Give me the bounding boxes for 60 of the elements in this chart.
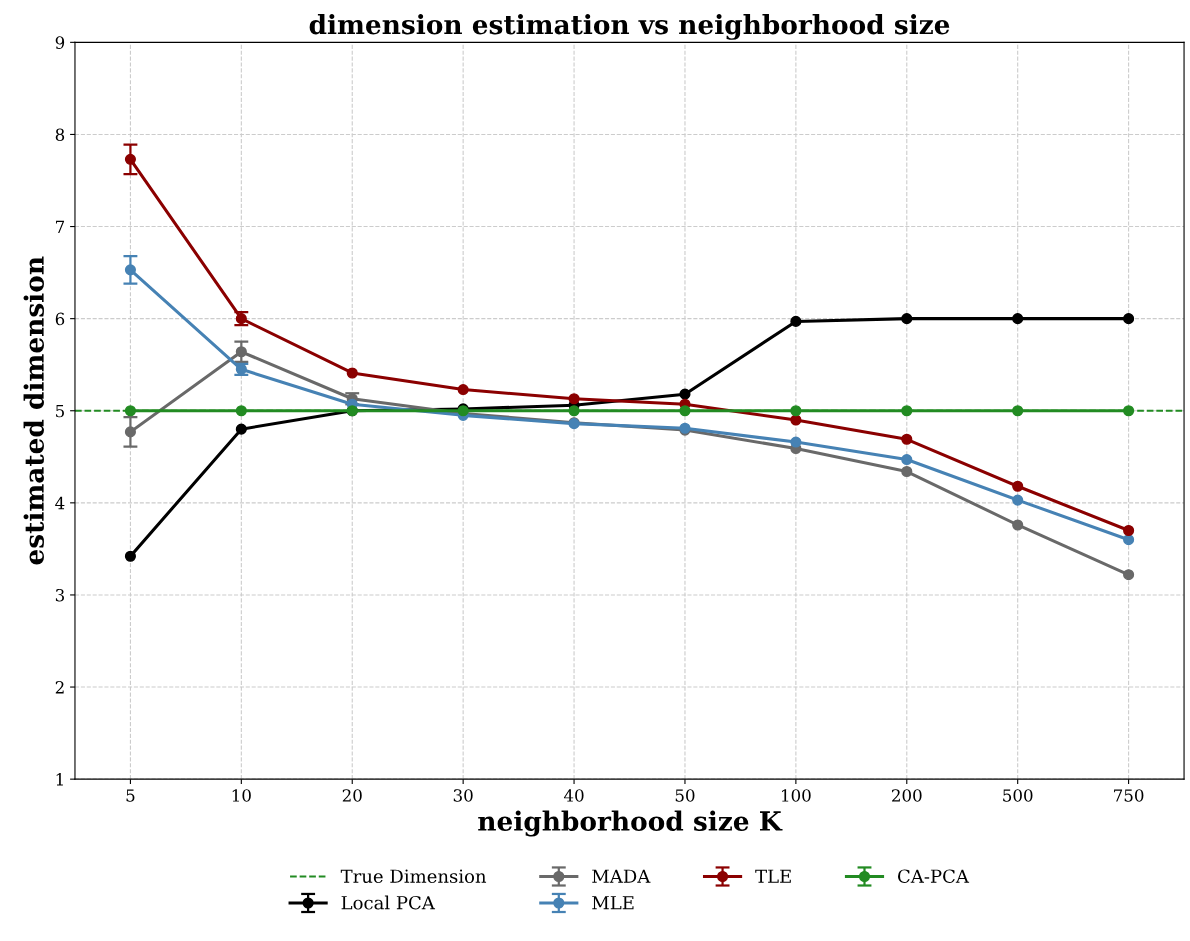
chart-title: dimension estimation vs neighborhood size: [309, 13, 950, 40]
x-tick-label: 100: [782, 789, 811, 802]
x-tick-label: 30: [453, 789, 473, 802]
point: [1012, 480, 1024, 492]
legend-label: MLE: [592, 896, 634, 910]
x-tick-label: 750: [1114, 789, 1144, 802]
y-tick-label: 7: [56, 220, 65, 233]
x-axis-title: neighborhood size K: [478, 810, 783, 837]
point: [235, 346, 247, 358]
point: [1012, 313, 1024, 325]
point: [124, 426, 136, 438]
point: [901, 465, 913, 478]
x-tick-label: 50: [675, 789, 695, 802]
point: [1123, 313, 1135, 325]
legend-label: MADA: [592, 869, 651, 883]
y-tick-label: 9: [55, 36, 65, 49]
point: [457, 384, 469, 396]
y-tick-label: 2: [55, 681, 64, 694]
y-tick-label: 6: [55, 312, 65, 326]
y-tick-label: 4: [55, 496, 65, 510]
point: [679, 405, 691, 417]
point: [1123, 569, 1135, 581]
point: [568, 393, 580, 405]
point: [1012, 494, 1024, 506]
point: [901, 433, 913, 445]
point: [901, 405, 913, 417]
point: [124, 153, 136, 165]
point: [1123, 405, 1135, 417]
x-tick-label: 20: [342, 789, 362, 802]
y-tick-label: 1: [56, 773, 63, 786]
legend-label: CA-PCA: [898, 869, 970, 884]
point: [790, 436, 802, 448]
y-axis-title: estimated dimension: [23, 256, 44, 565]
point: [790, 405, 802, 417]
x-tick-label: 40: [563, 789, 584, 802]
point: [1012, 519, 1024, 531]
legend-label: True Dimension: [340, 869, 487, 884]
y-tick-label: 3: [55, 588, 65, 602]
point: [1123, 524, 1135, 537]
x-tick-label: 500: [1003, 789, 1033, 802]
point: [346, 367, 358, 379]
point: [235, 423, 247, 435]
point: [235, 405, 247, 417]
x-tick-label: 200: [892, 789, 922, 802]
legend-label: TLE: [755, 869, 791, 883]
x-tick-label: 10: [232, 789, 251, 802]
point: [901, 454, 913, 466]
point: [1123, 534, 1135, 546]
y-tick-label: 5: [56, 404, 64, 418]
y-tick-label: 8: [55, 128, 65, 142]
point: [1012, 405, 1024, 417]
point: [901, 313, 913, 325]
legend-label: Local PCA: [341, 895, 436, 910]
point: [568, 405, 580, 417]
point: [124, 264, 136, 276]
point: [124, 550, 136, 562]
x-tick-label: 5: [126, 789, 135, 802]
point: [124, 405, 136, 417]
point: [679, 388, 691, 400]
point: [790, 315, 802, 327]
